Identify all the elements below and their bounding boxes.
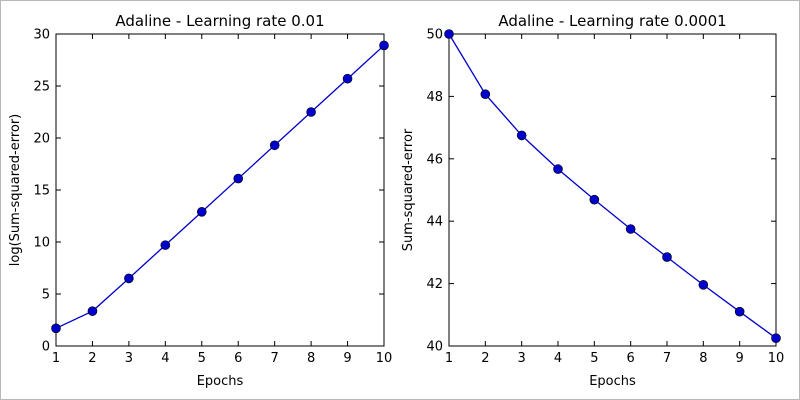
chart-2: Adaline - Learning rate 0.0001 1 2 3 4 5 6 7 8 9 1…: [401, 12, 784, 389]
chart-1: Adaline - Learning rate 0.01 1 2 3 4 5 6 7 8 9 10 0…: [8, 12, 392, 389]
x-tick-label: 7: [271, 351, 279, 366]
y-tick-label: 48: [426, 90, 443, 105]
data-point: [51, 323, 61, 334]
y-tick-label: 25: [33, 80, 50, 95]
y-tick-label: 40: [426, 340, 443, 355]
x-tick-label: 6: [234, 351, 242, 366]
x-tick-label: 7: [663, 351, 671, 366]
data-point: [662, 252, 672, 262]
data-point: [160, 240, 171, 250]
data-point: [87, 306, 98, 316]
x-tick-label: 10: [376, 351, 393, 366]
plot-frame: [448, 33, 777, 347]
data-point: [553, 164, 563, 174]
chart-title: Adaline - Learning rate 0.0001: [498, 12, 726, 30]
x-tick-label: 3: [518, 351, 526, 366]
x-tick-label: 5: [590, 351, 598, 366]
data-point: [625, 224, 636, 234]
y-tick-label: 10: [33, 236, 50, 251]
x-tick-label: 3: [125, 351, 133, 366]
x-tick-label: 1: [445, 351, 453, 366]
x-tick-label: 8: [307, 351, 315, 366]
data-point: [379, 40, 389, 51]
y-tick-label: 15: [33, 184, 50, 199]
data-point: [233, 173, 244, 184]
x-tick-label: 5: [198, 351, 206, 366]
x-tick-label: 2: [88, 351, 96, 366]
x-tick-label: 6: [627, 351, 635, 366]
data-point: [196, 207, 207, 217]
x-tick-label: 4: [554, 351, 562, 366]
data-point: [444, 29, 454, 39]
series-line: [55, 44, 385, 329]
data-point: [124, 273, 134, 284]
y-tick-label: 20: [33, 132, 50, 147]
data-point: [734, 306, 745, 317]
x-tick-label: 10: [768, 351, 785, 366]
y-tick-label: 50: [426, 28, 443, 43]
y-tick-label: 42: [426, 277, 443, 292]
x-tick-label: 2: [481, 351, 489, 366]
x-tick-label: 1: [52, 351, 60, 366]
x-tick-label: 9: [736, 351, 744, 366]
data-point: [269, 140, 280, 151]
data-point: [771, 333, 781, 344]
data-point: [480, 89, 491, 100]
x-tick-label: 4: [161, 351, 169, 366]
x-axis-label: Epochs: [589, 374, 636, 389]
series-line: [448, 33, 777, 339]
y-axis-label: Sum-squared-error: [401, 128, 416, 251]
y-axis-label: log(Sum-squared-error): [8, 114, 23, 267]
data-point: [516, 130, 527, 141]
data-point: [698, 280, 709, 290]
y-tick-label: 46: [426, 152, 443, 167]
x-tick-label: 8: [699, 351, 707, 366]
y-tick-label: 44: [426, 215, 443, 230]
y-tick-label: 0: [42, 340, 50, 355]
data-point: [589, 194, 600, 205]
x-tick-label: 9: [343, 351, 351, 366]
x-axis-label: Epochs: [197, 374, 244, 389]
data-point: [342, 73, 353, 84]
chart-title: Adaline - Learning rate 0.01: [115, 12, 324, 30]
y-tick-label: 5: [42, 288, 50, 303]
data-point: [306, 107, 316, 117]
y-tick-label: 30: [33, 28, 50, 43]
